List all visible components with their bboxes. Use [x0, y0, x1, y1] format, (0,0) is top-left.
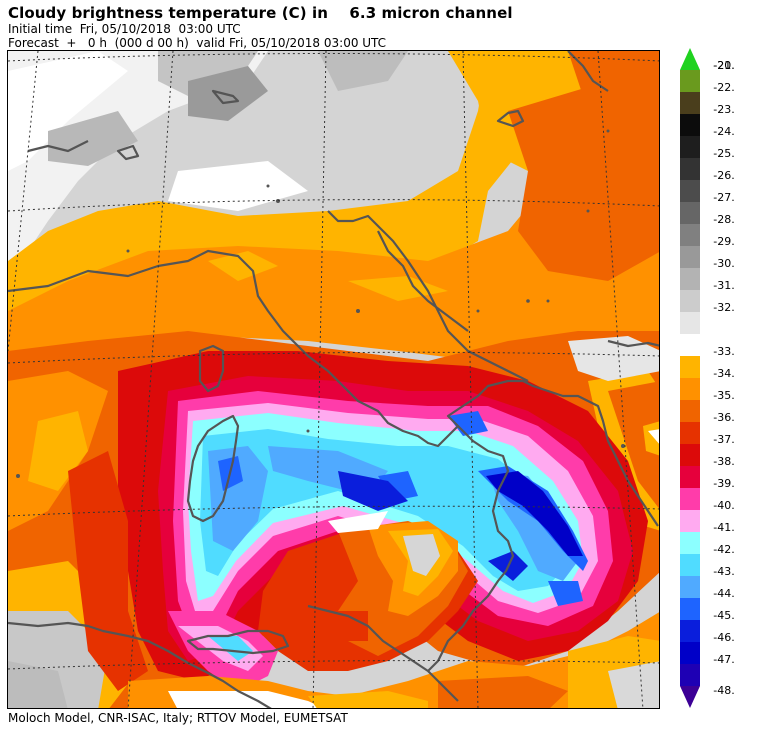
legend-swatch [680, 444, 700, 466]
legend-label: -43. [713, 565, 734, 578]
legend-label: -37. [713, 433, 734, 446]
legend-label: -38. [713, 455, 734, 468]
legend-arrow-top [680, 48, 700, 70]
legend-label: -35. [713, 389, 734, 402]
legend-swatch [680, 466, 700, 488]
legend-arrow-bottom [680, 686, 700, 708]
legend-swatch [680, 576, 700, 598]
legend-label: -28. [713, 213, 734, 226]
legend-label: -41. [713, 521, 734, 534]
legend-label: -46. [713, 631, 734, 644]
legend-label: -24. [713, 125, 734, 138]
legend-swatch [680, 598, 700, 620]
legend-swatch [680, 356, 700, 378]
legend-swatch [680, 158, 700, 180]
legend-swatch [680, 554, 700, 576]
forecast-time: Forecast + 0 h (000 d 00 h) valid Fri, 0… [8, 36, 387, 50]
map-canvas [8, 51, 659, 708]
legend-label: -44. [713, 587, 734, 600]
legend-swatch [680, 70, 700, 92]
graticule [8, 51, 659, 708]
legend-swatch [680, 532, 700, 554]
legend-label: -31. [713, 279, 734, 292]
legend-swatch [680, 312, 700, 334]
legend-swatch [680, 620, 700, 642]
initial-time: Initial time Fri, 05/10/2018 03:00 UTC [8, 22, 241, 36]
map-title: Cloudy brightness temperature (C) in 6.3… [8, 4, 513, 22]
legend-label: -26. [713, 169, 734, 182]
model-credit: Moloch Model, CNR-ISAC, Italy; RTTOV Mod… [8, 711, 348, 725]
legend-label: -29. [713, 235, 734, 248]
legend-label: -47. [713, 653, 734, 666]
legend-label: -21. [713, 59, 734, 72]
legend-label: -42. [713, 543, 734, 556]
legend-swatch [680, 136, 700, 158]
legend-swatch [680, 642, 700, 664]
legend-label: -40. [713, 499, 734, 512]
legend-swatch [680, 422, 700, 444]
legend-label: -39. [713, 477, 734, 490]
legend-label: -33. [713, 345, 734, 358]
legend-label: -45. [713, 609, 734, 622]
legend-swatch [680, 180, 700, 202]
legend-label: -34. [713, 367, 734, 380]
satellite-map [7, 50, 660, 709]
legend-swatch [680, 246, 700, 268]
legend-label: -48. [713, 684, 734, 697]
legend-label: -22. [713, 81, 734, 94]
coastlines [8, 51, 659, 708]
legend-swatch [680, 224, 700, 246]
legend-swatch [680, 268, 700, 290]
legend-swatch [680, 114, 700, 136]
color-legend: -20.-21. -22. -23. -24. -25. -26. -27. -28. -29.… [680, 48, 735, 708]
legend-swatch [680, 488, 700, 510]
legend-swatch [680, 378, 700, 400]
legend-swatch [680, 92, 700, 114]
legend-swatch [680, 400, 700, 422]
legend-label: -32. [713, 301, 734, 314]
coast-islands [16, 129, 625, 478]
legend-swatch [680, 664, 700, 686]
legend-swatch [680, 290, 700, 312]
legend-swatch [680, 202, 700, 224]
legend-label: -20. [713, 59, 734, 72]
legend-label: -23. [713, 103, 734, 116]
legend-label: -36. [713, 411, 734, 424]
legend-swatch [680, 510, 700, 532]
legend-label: -25. [713, 147, 734, 160]
legend-label: -30. [713, 257, 734, 270]
legend-label: -27. [713, 191, 734, 204]
